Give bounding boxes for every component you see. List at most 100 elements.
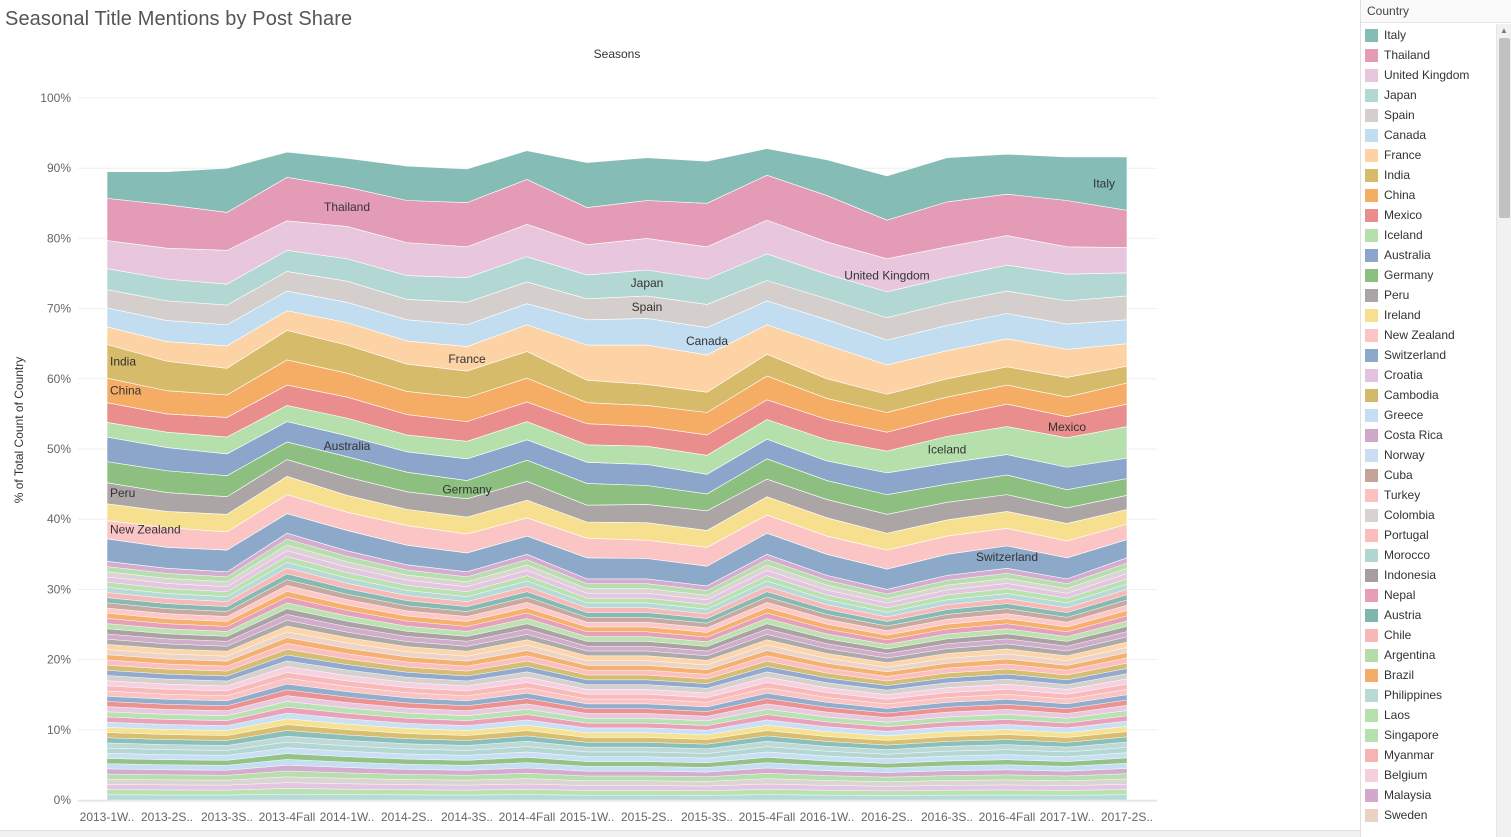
series-label: Germany bbox=[442, 483, 491, 497]
legend-swatch bbox=[1365, 428, 1378, 442]
legend-item[interactable]: Mexico bbox=[1361, 205, 1496, 225]
legend-panel: Country Italy Thailand United Kingdom Japan… bbox=[1360, 0, 1511, 837]
legend-item[interactable]: Norway bbox=[1361, 445, 1496, 465]
legend-item[interactable]: Austria bbox=[1361, 605, 1496, 625]
legend-swatch bbox=[1365, 668, 1378, 682]
legend-item[interactable]: Thailand bbox=[1361, 45, 1496, 65]
legend-scroll-thumb[interactable] bbox=[1499, 38, 1510, 218]
tick-labels: 0% 10% 20% 30% 40% 50% 60% 70% 80% 90% 100% 2013-1W… bbox=[40, 91, 1153, 824]
series-label: Switzerland bbox=[976, 550, 1038, 564]
legend-swatch bbox=[1365, 168, 1378, 182]
legend-swatch bbox=[1365, 628, 1378, 642]
legend-item[interactable]: Belgium bbox=[1361, 765, 1496, 785]
series-label: Spain bbox=[632, 300, 663, 314]
legend-item[interactable]: Switzerland bbox=[1361, 345, 1496, 365]
legend-item[interactable]: Germany bbox=[1361, 265, 1496, 285]
y-tick-label: 70% bbox=[47, 302, 71, 316]
y-tick-label: 10% bbox=[47, 723, 71, 737]
legend-item-label: Canada bbox=[1384, 128, 1427, 142]
legend-swatch bbox=[1365, 508, 1378, 522]
series-label: France bbox=[448, 352, 486, 366]
legend-item[interactable]: Japan bbox=[1361, 85, 1496, 105]
legend-swatch bbox=[1365, 808, 1378, 822]
legend-item[interactable]: Brazil bbox=[1361, 665, 1496, 685]
legend-item[interactable]: Turkey bbox=[1361, 485, 1496, 505]
legend-item[interactable]: Chile bbox=[1361, 625, 1496, 645]
legend-title: Country bbox=[1361, 0, 1511, 23]
legend-swatch bbox=[1365, 388, 1378, 402]
legend-swatch bbox=[1365, 788, 1378, 802]
legend-item-label: Malaysia bbox=[1384, 788, 1432, 802]
legend-item-label: Brazil bbox=[1384, 668, 1415, 682]
legend-item[interactable]: Indonesia bbox=[1361, 565, 1496, 585]
legend-swatch bbox=[1365, 648, 1378, 662]
legend-swatch bbox=[1365, 528, 1378, 542]
legend-item-label: Morocco bbox=[1384, 548, 1431, 562]
legend-item[interactable]: Croatia bbox=[1361, 365, 1496, 385]
y-tick-label: 90% bbox=[47, 161, 71, 175]
x-tick-label: 2016-2S.. bbox=[861, 810, 913, 824]
legend-item[interactable]: Colombia bbox=[1361, 505, 1496, 525]
legend-item[interactable]: Canada bbox=[1361, 125, 1496, 145]
legend-item[interactable]: Myanmar bbox=[1361, 745, 1496, 765]
legend-item[interactable]: Singapore bbox=[1361, 725, 1496, 745]
legend-item[interactable]: Ireland bbox=[1361, 305, 1496, 325]
legend-item[interactable]: Sweden bbox=[1361, 805, 1496, 825]
legend-swatch bbox=[1365, 208, 1378, 222]
legend-swatch bbox=[1365, 228, 1378, 242]
legend-swatch bbox=[1365, 728, 1378, 742]
x-tick-label: 2016-3S.. bbox=[921, 810, 973, 824]
stacked-area-chart[interactable]: 0% 10% 20% 30% 40% 50% 60% 70% 80% 90% 100% 2013-1W… bbox=[0, 0, 1352, 837]
x-tick-label: 2014-3S.. bbox=[441, 810, 493, 824]
legend-item[interactable]: Iceland bbox=[1361, 225, 1496, 245]
legend-item[interactable]: Malaysia bbox=[1361, 785, 1496, 805]
y-tick-label: 20% bbox=[47, 653, 71, 667]
scroll-up-icon[interactable]: ▲ bbox=[1500, 26, 1508, 35]
legend-item[interactable]: Laos bbox=[1361, 705, 1496, 725]
legend-swatch bbox=[1365, 748, 1378, 762]
series-label: Thailand bbox=[324, 200, 370, 214]
series-area-italy[interactable] bbox=[106, 148, 1128, 221]
legend-swatch bbox=[1365, 148, 1378, 162]
legend-item[interactable]: Cambodia bbox=[1361, 385, 1496, 405]
legend-item[interactable]: Costa Rica bbox=[1361, 425, 1496, 445]
y-axis-title: % of Total Count of Country bbox=[12, 357, 26, 504]
legend-item-label: Iceland bbox=[1384, 228, 1423, 242]
legend-item[interactable]: Italy bbox=[1361, 25, 1496, 45]
legend-item-label: Philippines bbox=[1384, 688, 1443, 702]
legend-item[interactable]: Philippines bbox=[1361, 685, 1496, 705]
x-tick-label: 2015-3S.. bbox=[681, 810, 733, 824]
legend-item[interactable]: Morocco bbox=[1361, 545, 1496, 565]
legend-item[interactable]: China bbox=[1361, 185, 1496, 205]
legend-item[interactable]: Spain bbox=[1361, 105, 1496, 125]
legend-item-label: Peru bbox=[1384, 288, 1410, 302]
legend-item[interactable]: New Zealand bbox=[1361, 325, 1496, 345]
legend-swatch bbox=[1365, 688, 1378, 702]
legend-item[interactable]: Peru bbox=[1361, 285, 1496, 305]
legend-item-label: Portugal bbox=[1384, 528, 1429, 542]
series-layer bbox=[106, 148, 1128, 590]
legend-item[interactable]: United Kingdom bbox=[1361, 65, 1496, 85]
legend-item[interactable]: Nepal bbox=[1361, 585, 1496, 605]
horizontal-scrollbar[interactable] bbox=[0, 830, 1360, 837]
legend-swatch bbox=[1365, 328, 1378, 342]
legend-item[interactable]: Cuba bbox=[1361, 465, 1496, 485]
other-countries-bands bbox=[106, 533, 1128, 801]
x-tick-label: 2016-4Fall bbox=[979, 810, 1036, 824]
series-label: United Kingdom bbox=[844, 268, 929, 282]
legend-item[interactable]: France bbox=[1361, 145, 1496, 165]
legend-item[interactable]: Australia bbox=[1361, 245, 1496, 265]
x-tick-label: 2014-4Fall bbox=[499, 810, 556, 824]
legend-item[interactable]: Greece bbox=[1361, 405, 1496, 425]
legend-item-label: Colombia bbox=[1384, 508, 1435, 522]
y-tick-label: 30% bbox=[47, 582, 71, 596]
legend-item[interactable]: India bbox=[1361, 165, 1496, 185]
legend-item[interactable]: Portugal bbox=[1361, 525, 1496, 545]
legend-item[interactable]: Argentina bbox=[1361, 645, 1496, 665]
legend-scrollbar[interactable]: ▲ bbox=[1496, 24, 1511, 837]
legend-item-label: Croatia bbox=[1384, 368, 1423, 382]
legend-swatch bbox=[1365, 708, 1378, 722]
legend-swatch bbox=[1365, 308, 1378, 322]
legend-item-label: Chile bbox=[1384, 628, 1412, 642]
